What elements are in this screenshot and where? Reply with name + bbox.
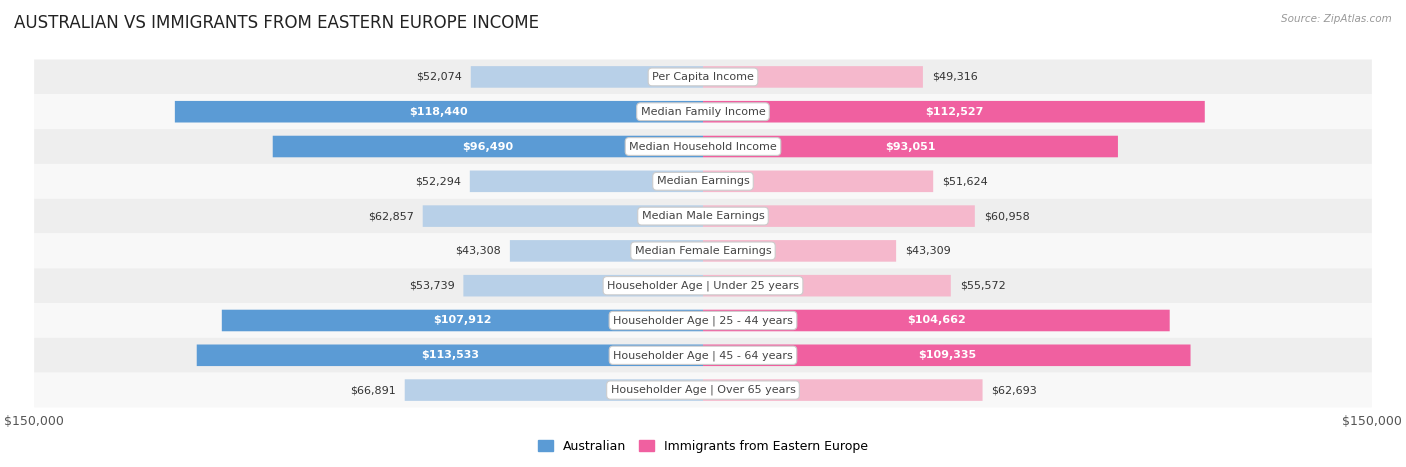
Text: $113,533: $113,533 <box>420 350 479 360</box>
FancyBboxPatch shape <box>464 275 703 297</box>
FancyBboxPatch shape <box>34 338 1372 373</box>
Text: AUSTRALIAN VS IMMIGRANTS FROM EASTERN EUROPE INCOME: AUSTRALIAN VS IMMIGRANTS FROM EASTERN EU… <box>14 14 538 32</box>
FancyBboxPatch shape <box>703 205 974 227</box>
Text: $55,572: $55,572 <box>960 281 1005 290</box>
FancyBboxPatch shape <box>703 66 922 88</box>
FancyBboxPatch shape <box>197 345 703 366</box>
Text: $49,316: $49,316 <box>932 72 977 82</box>
Text: Median Earnings: Median Earnings <box>657 177 749 186</box>
Text: Median Household Income: Median Household Income <box>628 142 778 151</box>
FancyBboxPatch shape <box>34 59 1372 94</box>
Text: Median Female Earnings: Median Female Earnings <box>634 246 772 256</box>
Text: $51,624: $51,624 <box>942 177 988 186</box>
FancyBboxPatch shape <box>222 310 703 331</box>
Text: $93,051: $93,051 <box>886 142 936 151</box>
FancyBboxPatch shape <box>703 136 1118 157</box>
Text: Source: ZipAtlas.com: Source: ZipAtlas.com <box>1281 14 1392 24</box>
Text: $109,335: $109,335 <box>918 350 976 360</box>
FancyBboxPatch shape <box>703 379 983 401</box>
Text: Householder Age | Under 25 years: Householder Age | Under 25 years <box>607 281 799 291</box>
Text: $52,074: $52,074 <box>416 72 463 82</box>
FancyBboxPatch shape <box>174 101 703 122</box>
FancyBboxPatch shape <box>34 303 1372 338</box>
FancyBboxPatch shape <box>34 269 1372 303</box>
Text: Householder Age | 25 - 44 years: Householder Age | 25 - 44 years <box>613 315 793 326</box>
FancyBboxPatch shape <box>423 205 703 227</box>
FancyBboxPatch shape <box>34 94 1372 129</box>
Text: $62,693: $62,693 <box>991 385 1038 395</box>
FancyBboxPatch shape <box>34 198 1372 234</box>
FancyBboxPatch shape <box>34 164 1372 198</box>
FancyBboxPatch shape <box>470 170 703 192</box>
Text: $62,857: $62,857 <box>368 211 413 221</box>
Text: Per Capita Income: Per Capita Income <box>652 72 754 82</box>
Text: $53,739: $53,739 <box>409 281 454 290</box>
Text: $60,958: $60,958 <box>984 211 1029 221</box>
Text: $96,490: $96,490 <box>463 142 513 151</box>
Text: $52,294: $52,294 <box>415 177 461 186</box>
FancyBboxPatch shape <box>703 275 950 297</box>
FancyBboxPatch shape <box>703 170 934 192</box>
Text: $104,662: $104,662 <box>907 316 966 325</box>
FancyBboxPatch shape <box>471 66 703 88</box>
Text: $66,891: $66,891 <box>350 385 396 395</box>
Text: Median Male Earnings: Median Male Earnings <box>641 211 765 221</box>
Text: $43,308: $43,308 <box>456 246 501 256</box>
FancyBboxPatch shape <box>34 373 1372 408</box>
Text: Householder Age | Over 65 years: Householder Age | Over 65 years <box>610 385 796 396</box>
Legend: Australian, Immigrants from Eastern Europe: Australian, Immigrants from Eastern Euro… <box>533 435 873 458</box>
Text: $107,912: $107,912 <box>433 316 492 325</box>
FancyBboxPatch shape <box>510 240 703 262</box>
Text: Median Family Income: Median Family Income <box>641 107 765 117</box>
Text: $118,440: $118,440 <box>409 107 468 117</box>
FancyBboxPatch shape <box>273 136 703 157</box>
Text: Householder Age | 45 - 64 years: Householder Age | 45 - 64 years <box>613 350 793 361</box>
FancyBboxPatch shape <box>34 129 1372 164</box>
FancyBboxPatch shape <box>703 345 1191 366</box>
FancyBboxPatch shape <box>703 310 1170 331</box>
FancyBboxPatch shape <box>34 234 1372 269</box>
FancyBboxPatch shape <box>703 101 1205 122</box>
FancyBboxPatch shape <box>405 379 703 401</box>
Text: $112,527: $112,527 <box>925 107 983 117</box>
FancyBboxPatch shape <box>703 240 896 262</box>
Text: $43,309: $43,309 <box>905 246 950 256</box>
